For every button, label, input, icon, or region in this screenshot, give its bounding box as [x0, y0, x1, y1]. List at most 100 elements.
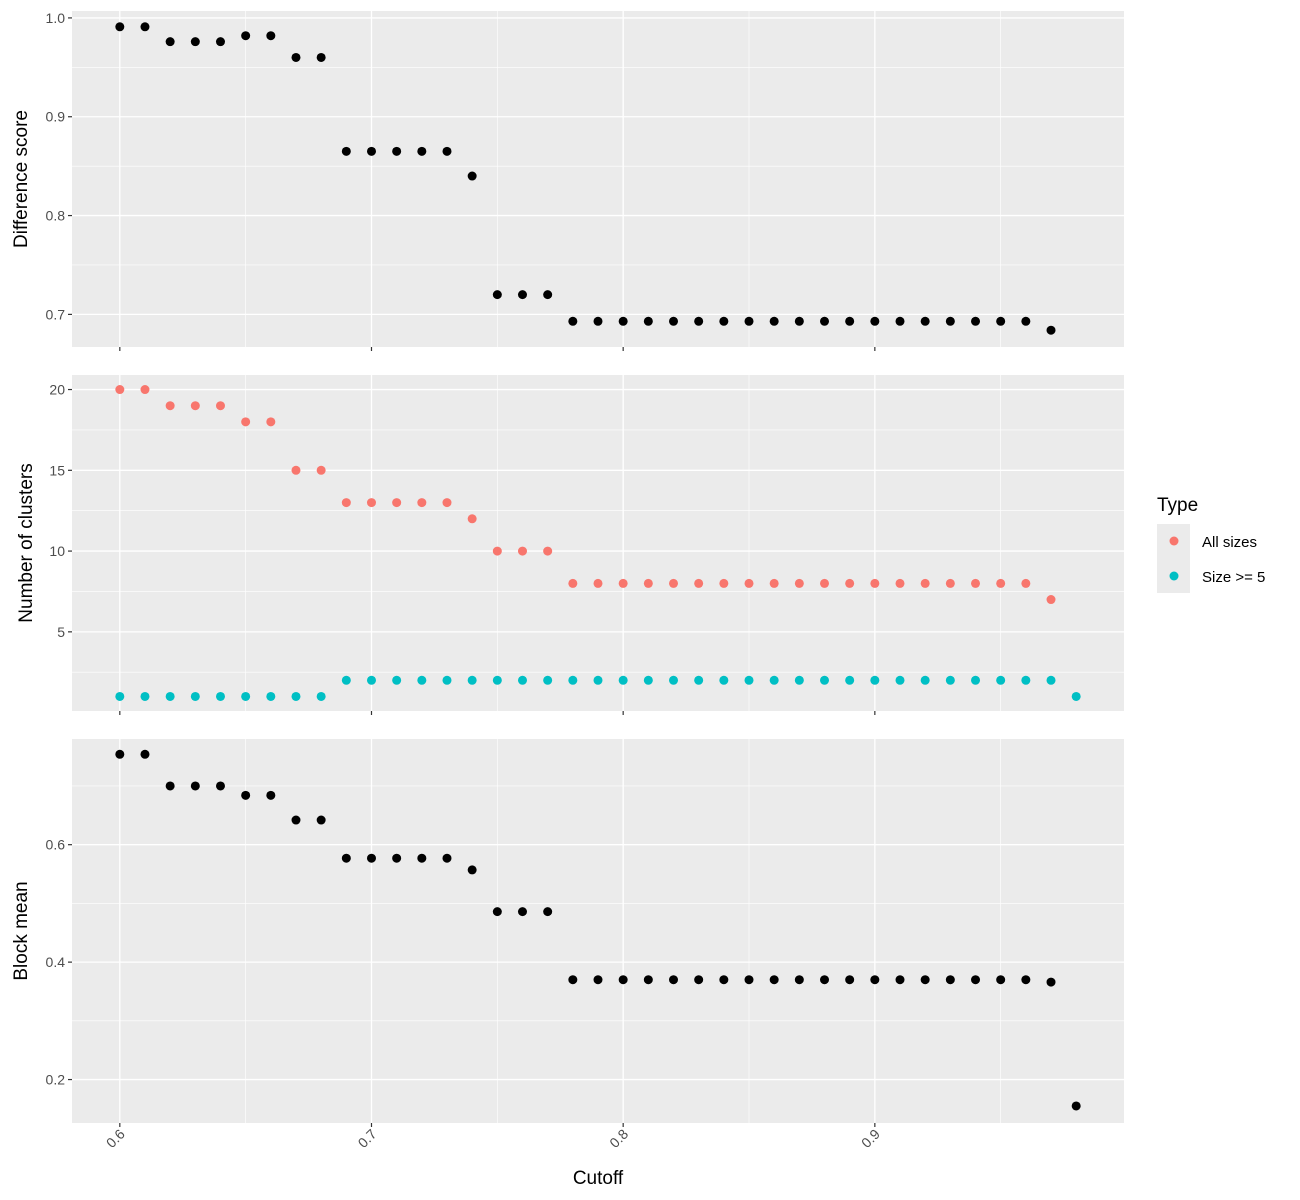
y-tick-label: 15	[49, 462, 65, 478]
data-point-panel3-series1	[266, 790, 276, 800]
data-point-panel3-series1	[341, 853, 351, 863]
data-point-panel1-series1	[442, 146, 452, 156]
data-point-panel2-series1	[945, 578, 955, 588]
data-point-panel3-series1	[568, 975, 578, 985]
legend-title: Type	[1157, 495, 1198, 516]
data-point-panel1-series1	[971, 316, 981, 326]
data-point-panel1-series1	[190, 37, 200, 47]
data-points	[115, 22, 1081, 1111]
y-tick-label: 0.8	[46, 208, 66, 224]
data-point-panel1-series1	[341, 146, 351, 156]
data-point-panel2-series2	[996, 675, 1006, 685]
data-point-panel1-series1	[618, 316, 628, 326]
data-point-panel1-series1	[140, 22, 150, 32]
y-tick-label: 1.0	[46, 10, 66, 26]
data-point-panel1-series1	[996, 316, 1006, 326]
data-point-panel1-series1	[543, 290, 553, 300]
data-point-panel1-series1	[945, 316, 955, 326]
data-point-panel1-series1	[1046, 325, 1056, 335]
data-point-panel2-series2	[543, 675, 553, 685]
data-point-panel1-series1	[895, 316, 905, 326]
y-tick-label: 10	[49, 543, 65, 559]
y-axis-title-block-mean: Block mean	[11, 881, 32, 980]
data-point-panel3-series1	[820, 975, 830, 985]
data-point-panel2-series1	[870, 578, 880, 588]
y-tick-label: 0.9	[46, 109, 66, 125]
data-point-panel2-series1	[1021, 578, 1031, 588]
data-point-panel3-series1	[971, 975, 981, 985]
x-tick-label: 0.7	[355, 1126, 380, 1151]
data-point-panel1-series1	[316, 52, 326, 62]
data-point-panel1-series1	[266, 31, 276, 41]
data-point-panel3-series1	[996, 975, 1006, 985]
data-point-panel2-series2	[1046, 675, 1056, 685]
data-point-panel3-series1	[241, 790, 251, 800]
data-point-panel3-series1	[769, 975, 779, 985]
data-point-panel2-series1	[568, 578, 578, 588]
data-point-panel2-series1	[794, 578, 804, 588]
data-point-panel2-series1	[618, 578, 628, 588]
data-point-panel2-series1	[140, 385, 150, 395]
data-point-panel2-series2	[417, 675, 427, 685]
data-point-panel2-series1	[895, 578, 905, 588]
data-point-panel2-series2	[517, 675, 527, 685]
y-tick-label: 0.7	[46, 306, 66, 322]
data-point-panel2-series1	[996, 578, 1006, 588]
data-point-panel1-series1	[115, 22, 125, 32]
data-point-panel2-series2	[1071, 691, 1081, 701]
data-point-panel2-series1	[392, 498, 402, 508]
data-point-panel2-series1	[241, 417, 251, 427]
data-point-panel2-series2	[719, 675, 729, 685]
data-point-panel2-series2	[1021, 675, 1031, 685]
data-point-panel2-series2	[945, 675, 955, 685]
data-point-panel2-series2	[618, 675, 628, 685]
data-point-panel3-series1	[870, 975, 880, 985]
data-point-panel3-series1	[669, 975, 679, 985]
data-point-panel1-series1	[165, 37, 175, 47]
data-point-panel1-series1	[744, 316, 754, 326]
data-point-panel2-series2	[820, 675, 830, 685]
data-point-panel3-series1	[593, 975, 603, 985]
y-tick-label: 20	[49, 382, 65, 398]
data-point-panel2-series1	[266, 417, 276, 427]
data-point-panel3-series1	[744, 975, 754, 985]
data-point-panel1-series1	[694, 316, 704, 326]
data-point-panel1-series1	[366, 146, 376, 156]
data-point-panel1-series1	[769, 316, 779, 326]
data-point-panel3-series1	[392, 853, 402, 863]
data-point-panel2-series2	[870, 675, 880, 685]
legend-label-all-sizes: All sizes	[1202, 534, 1257, 551]
data-point-panel2-series2	[215, 691, 225, 701]
data-point-panel2-series2	[266, 691, 276, 701]
data-point-panel1-series1	[291, 52, 301, 62]
data-point-panel2-series1	[341, 498, 351, 508]
data-point-panel2-series1	[417, 498, 427, 508]
data-point-panel2-series1	[971, 578, 981, 588]
y-axis-title-difference-score: Difference score	[11, 110, 32, 248]
data-point-panel1-series1	[593, 316, 603, 326]
data-point-panel1-series1	[870, 316, 880, 326]
data-point-panel2-series2	[442, 675, 452, 685]
data-point-panel3-series1	[165, 781, 175, 791]
data-point-panel3-series1	[291, 815, 301, 825]
data-point-panel2-series1	[694, 578, 704, 588]
panel-background-difference-score	[72, 11, 1124, 347]
data-point-panel3-series1	[492, 907, 502, 917]
gridlines	[72, 11, 1124, 1123]
data-point-panel1-series1	[1021, 316, 1031, 326]
data-point-panel2-series1	[442, 498, 452, 508]
data-point-panel3-series1	[316, 815, 326, 825]
data-point-panel3-series1	[1071, 1101, 1081, 1111]
data-point-panel2-series1	[643, 578, 653, 588]
data-point-panel2-series2	[643, 675, 653, 685]
data-point-panel2-series1	[920, 578, 930, 588]
data-point-panel2-series1	[316, 465, 326, 475]
data-point-panel1-series1	[568, 316, 578, 326]
y-tick-label: 0.2	[46, 1072, 66, 1088]
data-point-panel3-series1	[618, 975, 628, 985]
data-point-panel2-series2	[392, 675, 402, 685]
data-point-panel1-series1	[241, 31, 251, 41]
data-point-panel2-series2	[366, 675, 376, 685]
legend-key-all-sizes	[1169, 536, 1179, 546]
data-point-panel1-series1	[467, 171, 477, 181]
